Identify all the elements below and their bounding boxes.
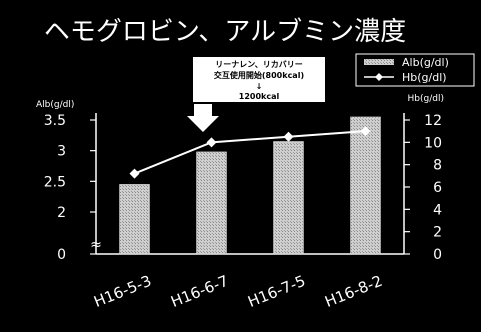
x-tick-label: H16-7-5 [245,272,308,311]
alb-bars [119,116,381,255]
hb-point [206,137,217,148]
right-axis-label: Hb(g/dl) [408,94,444,104]
x-tick-label: H16-5-3 [91,272,154,311]
legend: Alb(g/dl) Hb(g/dl) [355,53,475,87]
hb-point [129,168,140,179]
right-tick-label: 6 [433,180,442,196]
right-tick-label: 10 [424,135,442,151]
left-tick-label: 2 [57,205,66,221]
right-tick-label: 8 [433,158,442,174]
left-tick-label: 3.5 [44,113,66,129]
legend-label-alb: Alb(g/dl) [402,56,449,69]
right-tick-label: 2 [433,225,442,241]
left-axis-label: Alb(g/dl) [36,100,74,110]
right-tick-labels: 0 2 4 6 8 10 12 [404,113,442,263]
annotation-arrow [187,104,219,132]
legend-label-hb: Hb(g/dl) [402,71,447,84]
alb-bar [350,116,381,255]
annotation-box [193,57,325,102]
legend-swatch-hb-marker [375,73,383,81]
left-tick-label: 2.5 [44,174,66,190]
left-tick-labels: 0 2 2.5 3 3.5 [44,113,96,263]
alb-bar [196,151,227,255]
left-tick-label: 0 [57,247,66,263]
right-tick-label: 0 [433,247,442,263]
annotation-line-2: 交互使用開始(800kcal) [214,70,304,80]
chart-title: ヘモグロビン、アルブミン濃度 [44,17,406,47]
alb-bar [119,184,150,255]
x-tick-labels: H16-5-3 H16-6-7 H16-7-5 H16-8-2 [91,272,385,311]
right-tick-label: 4 [433,202,442,218]
legend-swatch-alb [364,59,394,65]
hb-point [360,126,371,137]
hb-line [134,130,366,175]
x-tick-label: H16-6-7 [168,272,231,311]
annotation-line-4: 1200kcal [239,92,280,101]
annotation-line-3: ↓ [256,82,263,91]
annotation-line-1: リーナレン、リカバリー [215,60,303,69]
hb-line-series [129,126,371,179]
left-tick-label: 3 [57,144,66,160]
hb-point [283,131,294,142]
right-tick-label: 12 [424,113,442,129]
axis-break-mark: ≈ [90,237,102,253]
annotation-callout: リーナレン、リカバリー 交互使用開始(800kcal) ↓ 1200kcal [187,57,325,132]
x-tick-label: H16-8-2 [322,272,385,311]
alb-bar [273,141,304,255]
